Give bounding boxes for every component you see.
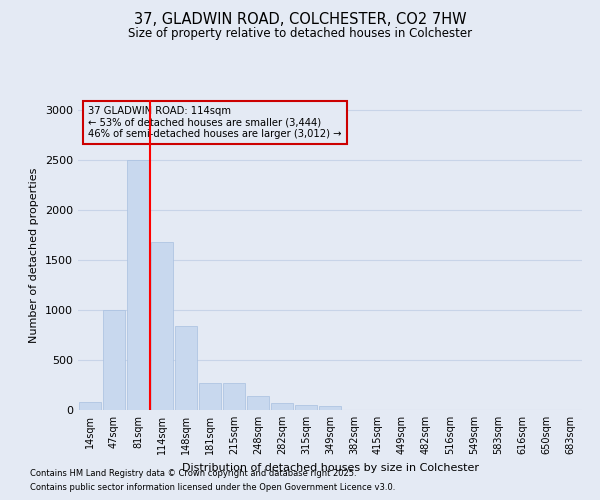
Bar: [175, 326, 197, 410]
Text: Size of property relative to detached houses in Colchester: Size of property relative to detached ho…: [128, 28, 472, 40]
Text: 37 GLADWIN ROAD: 114sqm
← 53% of detached houses are smaller (3,444)
46% of semi: 37 GLADWIN ROAD: 114sqm ← 53% of detache…: [88, 106, 341, 140]
Bar: [223, 383, 245, 410]
X-axis label: Distribution of detached houses by size in Colchester: Distribution of detached houses by size …: [182, 462, 479, 472]
Bar: [247, 396, 269, 410]
Bar: [127, 160, 149, 410]
Text: Contains public sector information licensed under the Open Government Licence v3: Contains public sector information licen…: [30, 484, 395, 492]
Bar: [319, 406, 341, 410]
Bar: [103, 310, 125, 410]
Bar: [151, 242, 173, 410]
Bar: [295, 404, 317, 410]
Bar: [271, 403, 293, 410]
Bar: [79, 402, 101, 410]
Text: 37, GLADWIN ROAD, COLCHESTER, CO2 7HW: 37, GLADWIN ROAD, COLCHESTER, CO2 7HW: [134, 12, 466, 28]
Y-axis label: Number of detached properties: Number of detached properties: [29, 168, 40, 342]
Text: Contains HM Land Registry data © Crown copyright and database right 2025.: Contains HM Land Registry data © Crown c…: [30, 468, 356, 477]
Bar: [199, 383, 221, 410]
